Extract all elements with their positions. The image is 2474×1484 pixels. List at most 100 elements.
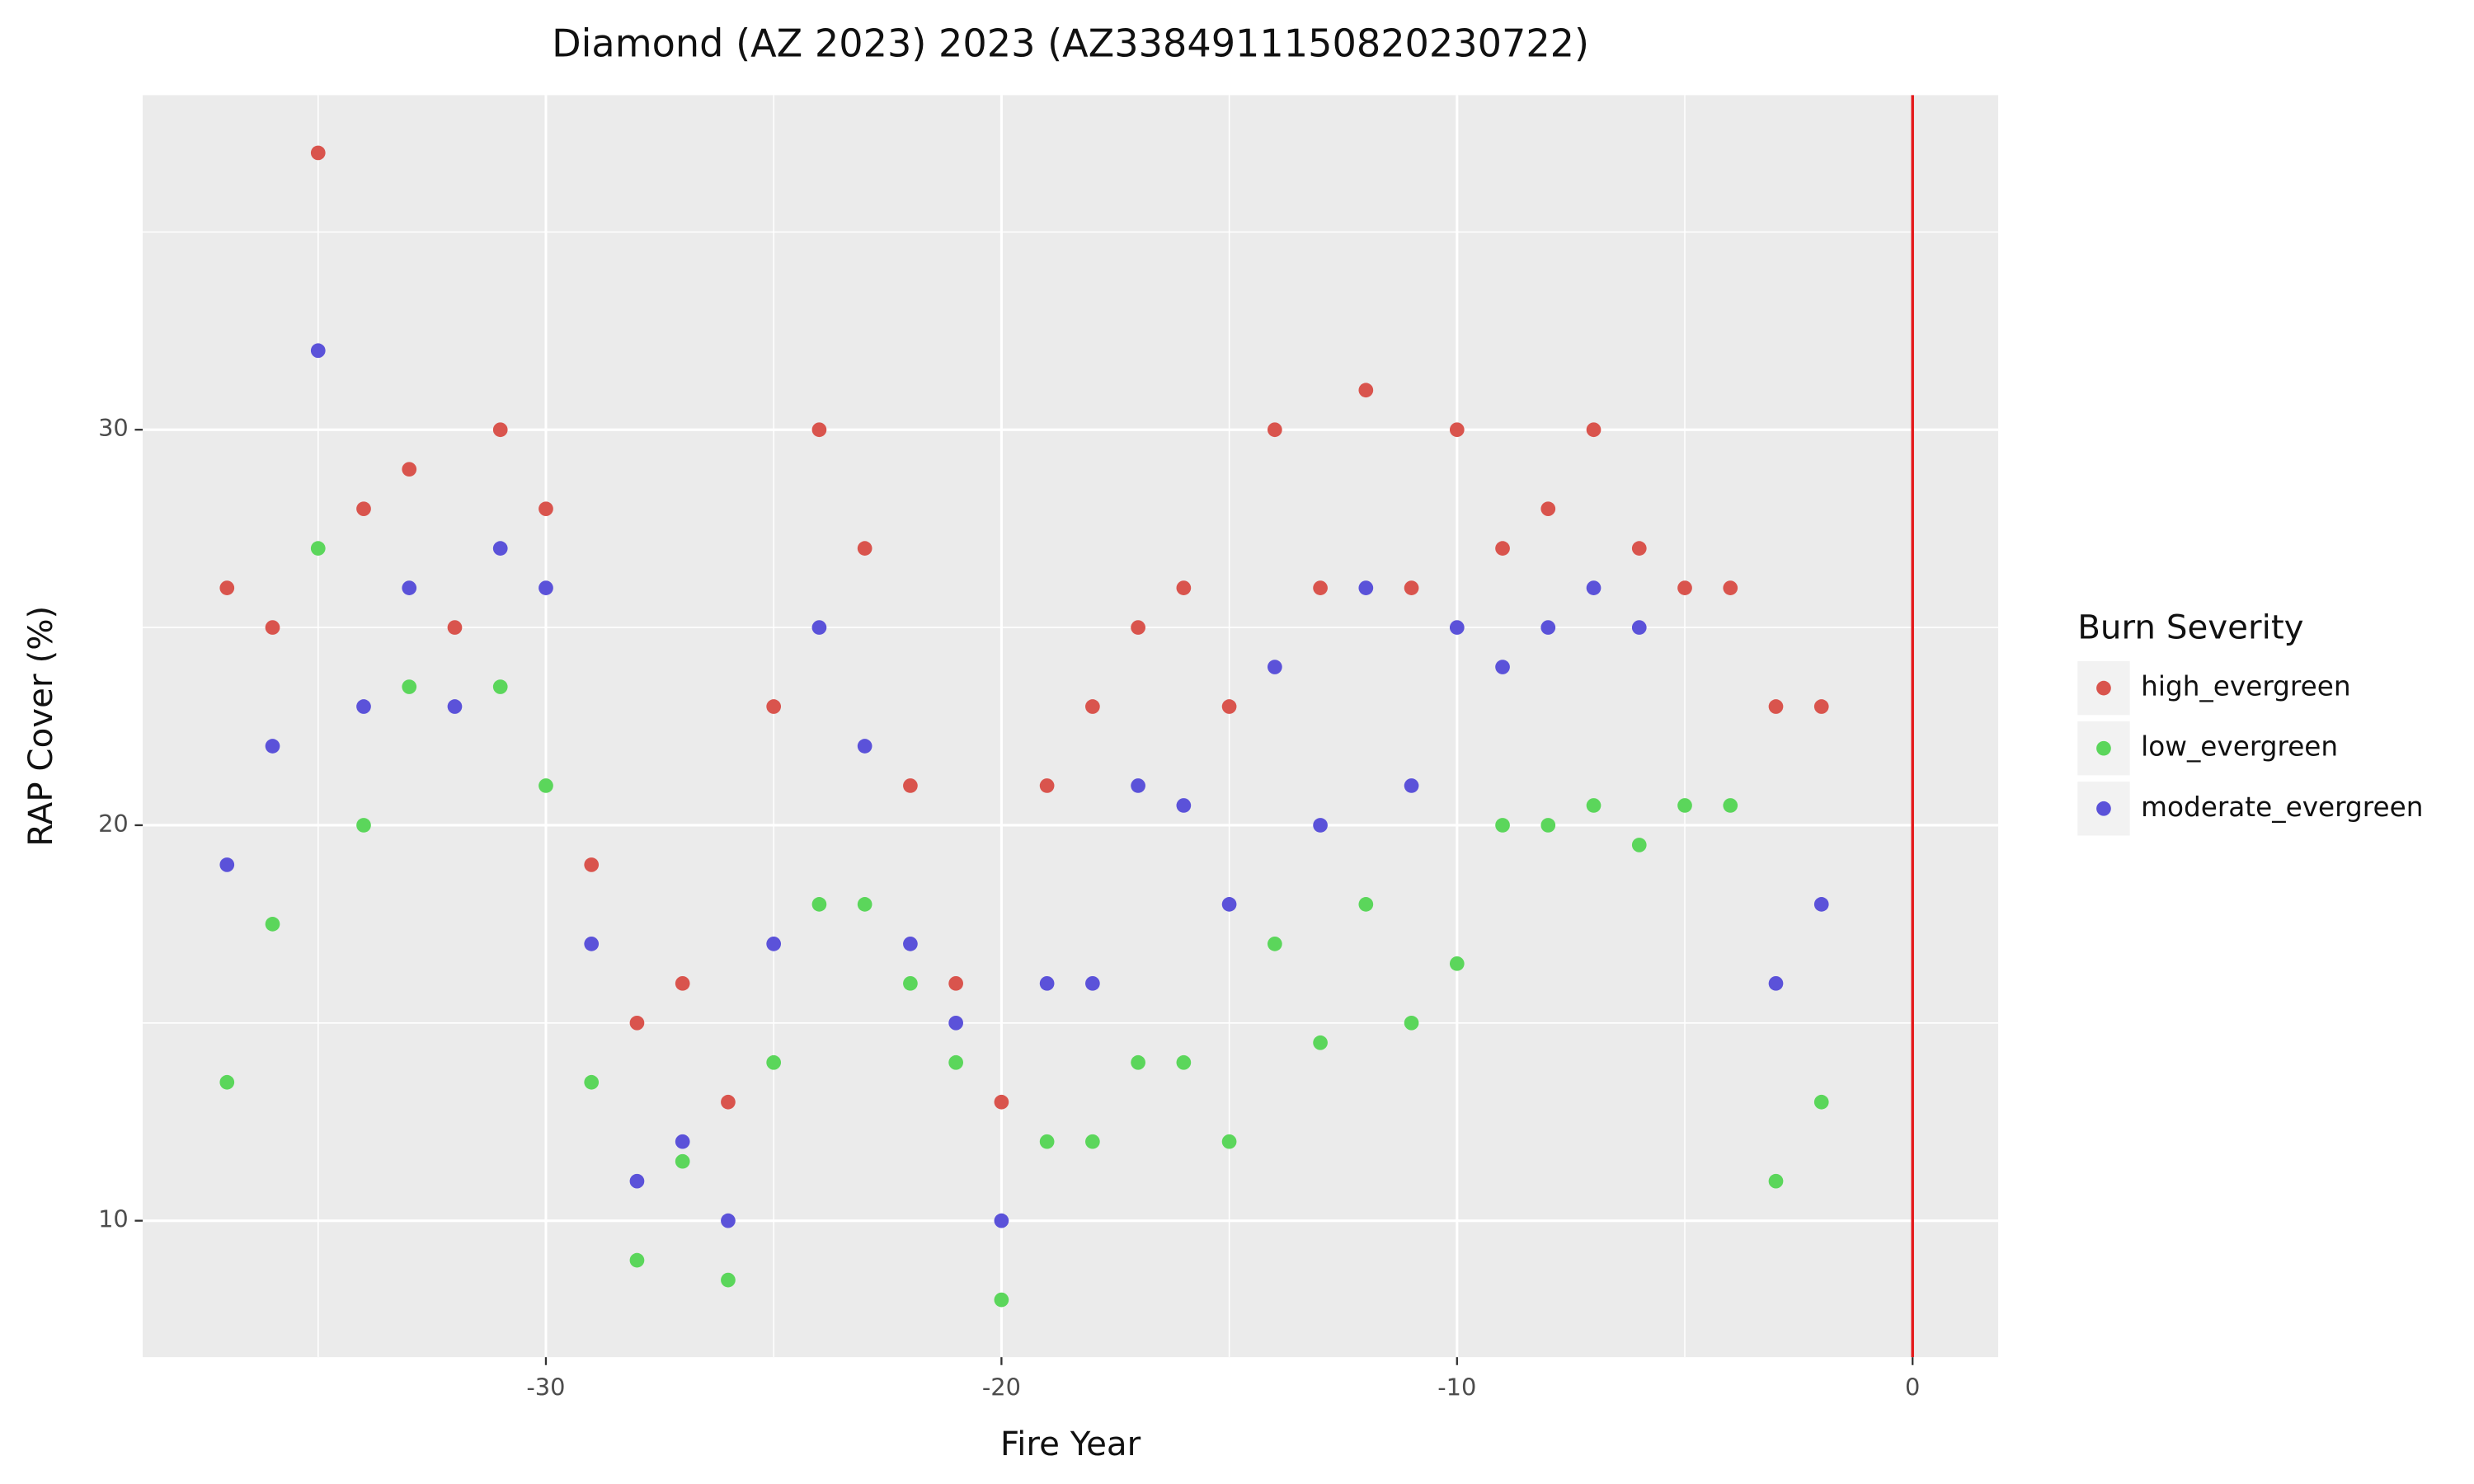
point <box>402 580 417 595</box>
x-axis-label: Fire Year <box>1000 1425 1141 1463</box>
point <box>903 937 918 951</box>
point <box>994 1094 1009 1110</box>
point <box>1540 818 1556 833</box>
point <box>1586 580 1602 595</box>
point <box>811 422 827 438</box>
point <box>1768 699 1784 714</box>
point <box>1631 541 1647 556</box>
point <box>1039 1134 1055 1149</box>
point <box>1313 580 1328 595</box>
point <box>1540 620 1556 635</box>
point <box>1085 1134 1100 1149</box>
point <box>1176 580 1192 595</box>
point <box>766 937 782 951</box>
point <box>1631 620 1647 635</box>
point <box>675 1134 690 1149</box>
point <box>903 975 918 991</box>
point <box>811 620 827 635</box>
point <box>447 620 463 635</box>
point <box>1677 798 1692 813</box>
point <box>1131 620 1145 635</box>
x-tick-label: -20 <box>982 1374 1021 1402</box>
point <box>1813 897 1829 912</box>
point <box>1176 798 1192 813</box>
point <box>1404 580 1419 595</box>
point <box>1176 1054 1192 1070</box>
point <box>310 343 326 359</box>
point <box>994 1213 1009 1228</box>
y-tick-label: 30 <box>98 414 129 442</box>
point <box>1768 975 1784 991</box>
legend-label: low_evergreen <box>2141 731 2338 763</box>
x-tick-label: -10 <box>1437 1374 1476 1402</box>
point <box>1586 798 1602 813</box>
point <box>356 501 371 517</box>
point <box>1768 1173 1784 1189</box>
chart-title: Diamond (AZ 2023) 2023 (AZ33849111508202… <box>552 21 1589 65</box>
point <box>1540 501 1556 517</box>
point <box>1313 1035 1328 1050</box>
x-tick-label: -30 <box>526 1374 565 1402</box>
y-tick-label: 20 <box>98 810 129 838</box>
legend-title: Burn Severity <box>2077 608 2303 646</box>
point <box>1495 660 1510 674</box>
point <box>1449 620 1465 635</box>
point <box>584 857 600 872</box>
point <box>492 422 508 438</box>
point <box>766 1054 782 1070</box>
point <box>1039 778 1055 793</box>
point <box>948 975 963 991</box>
point <box>629 1015 645 1031</box>
point <box>1085 975 1100 991</box>
point <box>675 975 690 991</box>
point <box>1221 1134 1237 1149</box>
point <box>265 620 280 635</box>
point <box>1313 818 1328 833</box>
point <box>721 1272 736 1288</box>
point <box>903 778 918 793</box>
point <box>1813 699 1829 714</box>
point <box>629 1252 645 1268</box>
point <box>811 897 827 912</box>
legend-marker <box>2096 801 2111 816</box>
point <box>675 1153 690 1169</box>
point <box>1631 838 1647 852</box>
point <box>539 501 553 517</box>
point <box>948 1015 963 1031</box>
point <box>447 699 463 714</box>
point <box>1358 383 1374 398</box>
point <box>629 1173 645 1189</box>
legend-label: moderate_evergreen <box>2141 791 2423 823</box>
point <box>1495 541 1510 556</box>
point <box>1495 818 1510 833</box>
point <box>584 937 600 951</box>
point <box>857 897 872 912</box>
point <box>721 1213 736 1228</box>
point <box>402 679 417 694</box>
point <box>1723 798 1738 813</box>
point <box>1131 1054 1145 1070</box>
point <box>1677 580 1692 595</box>
point <box>721 1094 736 1110</box>
point <box>310 145 326 161</box>
point <box>1449 422 1465 438</box>
point <box>1404 1015 1419 1031</box>
point <box>1221 897 1237 912</box>
point <box>219 1074 235 1090</box>
point <box>1267 422 1282 438</box>
point <box>948 1054 963 1070</box>
point <box>1267 660 1282 674</box>
point <box>584 1074 600 1090</box>
point <box>310 541 326 556</box>
y-tick-label: 10 <box>98 1205 129 1233</box>
point <box>1813 1094 1829 1110</box>
point <box>219 580 235 595</box>
point <box>766 699 782 714</box>
legend-marker <box>2096 680 2111 696</box>
y-axis-label: RAP Cover (%) <box>21 606 60 847</box>
x-tick-label: 0 <box>1905 1374 1920 1402</box>
point <box>492 541 508 556</box>
point <box>1404 778 1419 793</box>
point <box>492 679 508 694</box>
